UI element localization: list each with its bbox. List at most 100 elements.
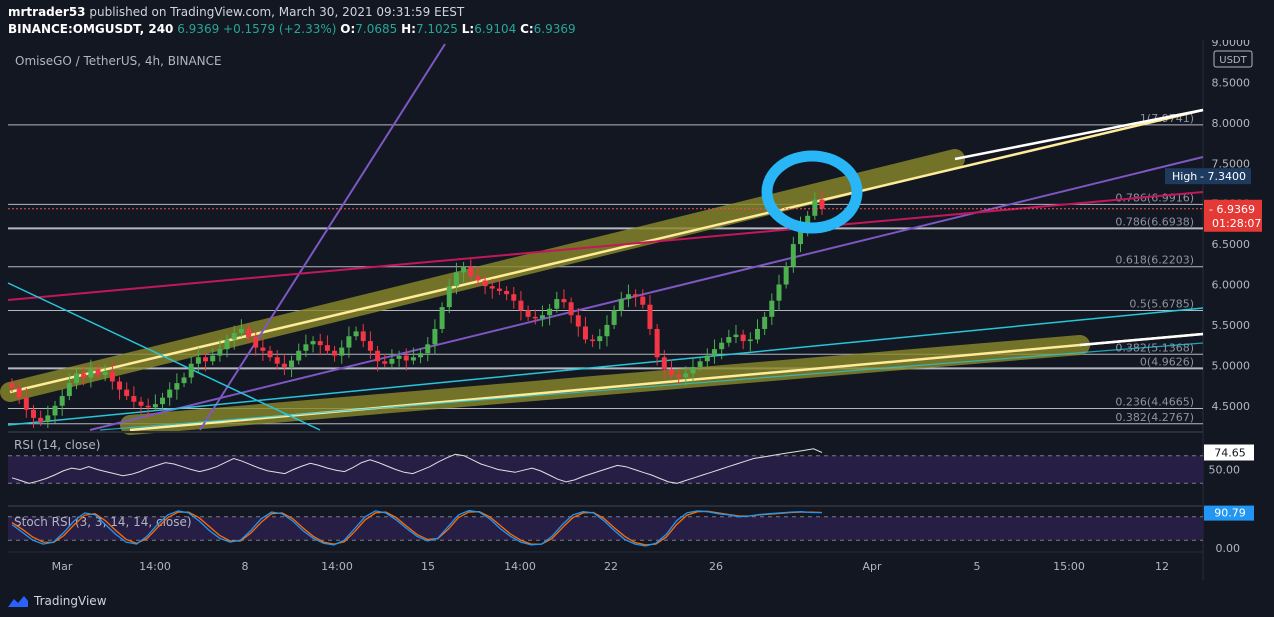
y-tick-label: 8.5000 bbox=[1212, 76, 1251, 89]
y-tick-label: 6.0000 bbox=[1212, 279, 1251, 292]
candle-body bbox=[597, 336, 603, 342]
fib-label: 0(4.9626) bbox=[1140, 355, 1194, 368]
x-tick-label: 14:00 bbox=[504, 560, 536, 573]
fib-label: 0.236(4.4665) bbox=[1115, 395, 1194, 408]
x-tick-label: 26 bbox=[709, 560, 723, 573]
candle-body bbox=[525, 310, 531, 317]
candle-body bbox=[747, 339, 753, 342]
candle-body bbox=[74, 373, 80, 384]
trendline-upper-ext bbox=[954, 108, 1204, 161]
candle-body bbox=[539, 315, 545, 319]
unit-label: USDT bbox=[1219, 55, 1247, 66]
candle-body bbox=[769, 300, 775, 317]
candle-body bbox=[317, 341, 323, 346]
candle-body bbox=[281, 363, 287, 367]
candle-body bbox=[274, 357, 280, 364]
price-change: +0.1579 (+2.33%) bbox=[223, 22, 337, 36]
cyan-line-down bbox=[7, 282, 321, 431]
candle-body bbox=[23, 397, 29, 410]
chart-title: OmiseGO / TetherUS, 4h, BINANCE bbox=[15, 54, 222, 68]
last-price-box bbox=[1204, 199, 1262, 232]
candle-body bbox=[704, 355, 710, 362]
candle-body bbox=[790, 244, 796, 267]
candle-body bbox=[339, 347, 345, 356]
candle-body bbox=[124, 389, 130, 397]
candle-body bbox=[167, 389, 173, 398]
open-label: O: bbox=[340, 22, 356, 36]
purple-line-channel bbox=[89, 156, 1204, 431]
low-value: 6.9104 bbox=[474, 22, 517, 36]
high-label: H: bbox=[401, 22, 416, 36]
candle-body bbox=[647, 304, 653, 329]
candle-body bbox=[711, 349, 717, 356]
candle-body bbox=[453, 272, 459, 287]
x-tick-label: 14:00 bbox=[321, 560, 353, 573]
candle-body bbox=[805, 215, 811, 227]
candle-body bbox=[303, 344, 309, 351]
publisher-name[interactable]: mrtrader53 bbox=[8, 5, 86, 19]
candle-body bbox=[604, 324, 610, 337]
candle-body bbox=[489, 286, 495, 289]
low-label: L: bbox=[461, 22, 475, 36]
candle-body bbox=[95, 369, 101, 376]
candle-body bbox=[375, 350, 381, 362]
trendline-upper bbox=[9, 108, 1204, 394]
fib-label: 0.618(6.2203) bbox=[1115, 254, 1194, 267]
cyan-line-up bbox=[7, 307, 1204, 426]
candle-body bbox=[590, 339, 596, 342]
tradingview-cloud-icon bbox=[8, 596, 28, 607]
candle-body bbox=[432, 328, 438, 345]
candle-body bbox=[246, 328, 252, 338]
candle-body bbox=[511, 294, 517, 301]
candle-body bbox=[289, 360, 295, 367]
candle-body bbox=[231, 333, 237, 340]
brand-name: TradingView bbox=[34, 594, 107, 608]
candle-body bbox=[496, 288, 502, 291]
candle-body bbox=[676, 375, 682, 378]
candle-body bbox=[117, 381, 123, 390]
fib-label: 0.382(4.2767) bbox=[1115, 411, 1194, 424]
candle-body bbox=[181, 377, 187, 384]
rsi-label: RSI (14, close) bbox=[14, 438, 100, 452]
price-axis bbox=[1203, 40, 1274, 585]
candle-body bbox=[618, 299, 624, 311]
fib-label: 0.5(5.6785) bbox=[1129, 297, 1194, 310]
candle-body bbox=[131, 396, 137, 402]
highlight-circle bbox=[761, 150, 863, 234]
candle-body bbox=[719, 342, 725, 350]
candle-body bbox=[152, 404, 158, 408]
candle-body bbox=[332, 350, 338, 356]
candle-body bbox=[410, 357, 416, 361]
candle-body bbox=[267, 350, 273, 358]
publish-info: mrtrader53 published on TradingView.com,… bbox=[8, 5, 464, 19]
tradingview-logo[interactable]: TradingView bbox=[6, 592, 107, 610]
stoch-k-line bbox=[11, 509, 823, 547]
candle-body bbox=[16, 387, 22, 398]
candle-body bbox=[446, 286, 452, 308]
candle-body bbox=[81, 373, 87, 378]
candle-body bbox=[482, 280, 488, 287]
open-value: 7.0685 bbox=[355, 22, 398, 36]
rsi-line bbox=[11, 448, 823, 484]
candle-body bbox=[346, 336, 352, 348]
candle-body bbox=[518, 300, 524, 311]
y-tick-label: 4.5000 bbox=[1212, 400, 1251, 413]
candle-body bbox=[59, 396, 65, 406]
close-value: 6.9369 bbox=[533, 22, 576, 36]
candle-body bbox=[418, 353, 424, 358]
high-value: 7.1025 bbox=[415, 22, 458, 36]
y-tick-label: 7.5000 bbox=[1212, 157, 1251, 170]
rsi-value: 74.65 bbox=[1214, 446, 1246, 459]
x-tick-label: 12 bbox=[1155, 560, 1169, 573]
candle-body bbox=[260, 347, 266, 351]
candle-body bbox=[568, 302, 574, 316]
candle-body bbox=[575, 315, 581, 327]
x-tick-label: Apr bbox=[862, 560, 882, 573]
candle-body bbox=[640, 296, 646, 305]
candle-body bbox=[9, 383, 15, 388]
candle-body bbox=[532, 316, 538, 319]
candle-body bbox=[783, 266, 789, 285]
stoch-value: 90.79 bbox=[1214, 507, 1246, 520]
chart-header: mrtrader53 published on TradingView.com,… bbox=[0, 0, 1274, 40]
